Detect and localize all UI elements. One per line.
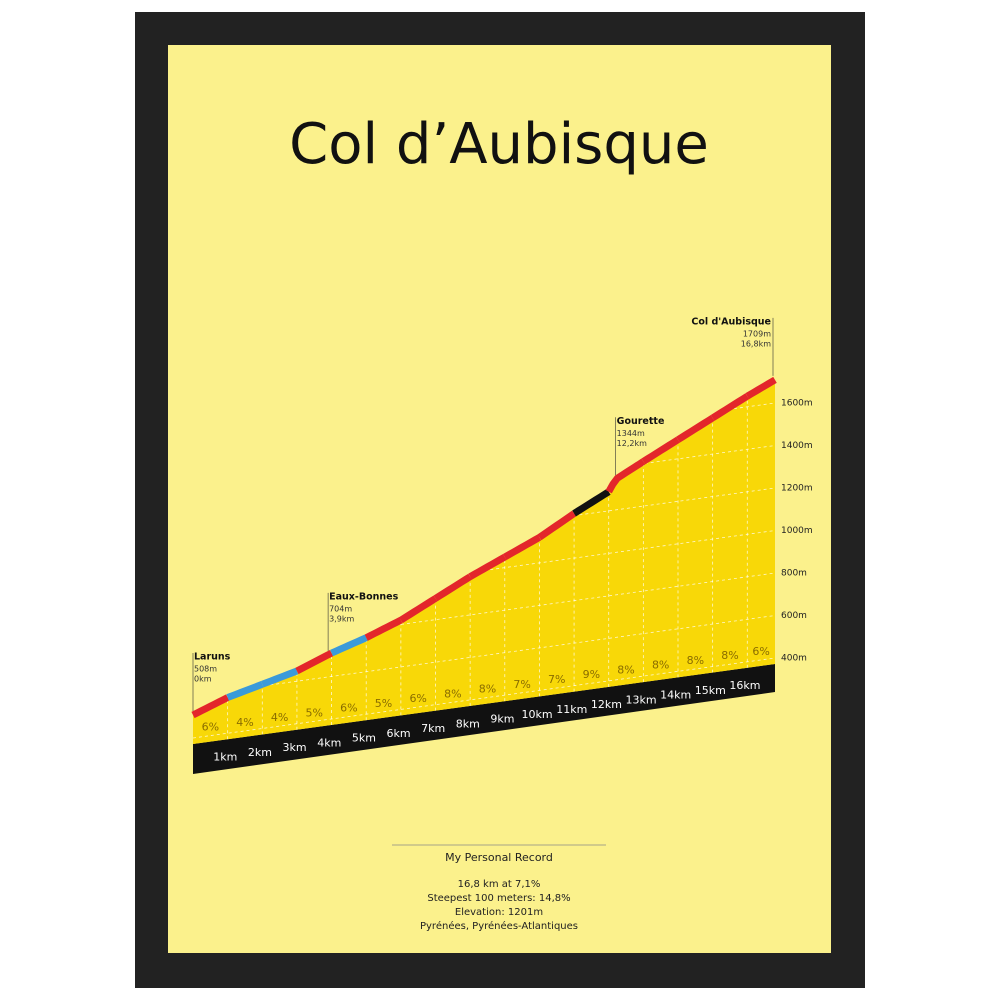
road-segment [745, 376, 777, 400]
footer-line: Elevation: 1201m [455, 907, 543, 918]
gradient-label: 6% [202, 721, 219, 734]
road-segment [330, 634, 368, 657]
y-tick-label: 400m [781, 654, 807, 664]
road-segment [191, 694, 230, 719]
x-tick-label: 10km [522, 708, 553, 721]
road-segment [537, 510, 577, 541]
y-tick-label: 1600m [781, 399, 813, 409]
road-segment [676, 414, 715, 443]
x-tick-label: 11km [556, 703, 587, 716]
x-tick-label: 1km [213, 751, 237, 764]
gradient-label: 4% [236, 716, 253, 729]
x-tick-label: 14km [660, 689, 691, 702]
gradient-label: 9% [583, 668, 600, 681]
footer-line: Steepest 100 meters: 14,8% [427, 893, 570, 904]
x-tick-label: 7km [421, 722, 445, 735]
road-segment [398, 595, 438, 624]
annotation-name: Col d'Aubisque [691, 316, 771, 327]
y-tick-label: 600m [781, 611, 807, 621]
road-segment [710, 393, 750, 421]
gradient-label: 8% [721, 649, 738, 662]
road-segment [261, 667, 299, 688]
title: Col d’Aubisque [289, 112, 709, 177]
x-tick-label: 8km [456, 717, 480, 730]
grid-line-y [193, 657, 775, 739]
road-segment [433, 573, 473, 602]
x-tick-label: 4km [317, 736, 341, 749]
annotation-elevation: 1709m [743, 329, 771, 338]
annotation-name: Laruns [194, 652, 231, 663]
gradient-label: 8% [687, 654, 704, 667]
x-tick-label: 2km [248, 746, 272, 759]
footer-heading: My Personal Record [445, 851, 553, 864]
grid-line-y [193, 615, 775, 696]
gradient-label: 5% [306, 706, 323, 719]
annotation-distance: 3,9km [329, 614, 354, 623]
gradient-label: 8% [479, 683, 496, 696]
annotation-elevation: 508m [194, 665, 217, 674]
annotation-distance: 12,2km [617, 439, 647, 448]
x-tick-label: 9km [490, 713, 514, 726]
gradient-label: 6% [752, 645, 769, 658]
road-segment [468, 553, 507, 580]
footer-line: 16,8 km at 7,1% [458, 879, 541, 890]
annotation-name: Eaux-Bonnes [329, 591, 398, 602]
x-tick-label: 6km [386, 727, 410, 740]
x-tick-label: 12km [591, 698, 622, 711]
gradient-label: 5% [375, 697, 392, 710]
y-tick-label: 800m [781, 569, 807, 579]
gradient-label: 6% [409, 692, 426, 705]
gradient-label: 7% [548, 673, 565, 686]
footer-line: Pyrénées, Pyrénées-Atlantiques [420, 920, 578, 932]
road-segment [641, 436, 680, 465]
road-segment [572, 488, 611, 517]
x-tick-label: 15km [695, 684, 726, 697]
gradient-label: 8% [652, 659, 669, 672]
annotation-name: Gourette [617, 416, 665, 427]
annotation-elevation: 704m [329, 604, 352, 613]
road-segment [605, 458, 646, 494]
x-tick-label: 5km [352, 732, 376, 745]
gradient-label: 7% [513, 678, 530, 691]
road-segment [364, 617, 403, 641]
y-tick-label: 1000m [781, 526, 813, 536]
annotation-distance: 0km [194, 675, 212, 684]
x-tick-label: 13km [625, 693, 656, 706]
footer-lines: 16,8 km at 7,1% Steepest 100 meters: 14,8… [420, 879, 578, 932]
road-segment [226, 681, 264, 701]
y-tick-label: 1400m [781, 441, 813, 451]
gradient-label: 4% [271, 711, 288, 724]
gradient-label: 8% [444, 687, 461, 700]
annotation-distance: 16,8km [741, 339, 771, 348]
x-tick-label: 16km [729, 679, 760, 692]
gradient-label: 8% [617, 663, 634, 676]
x-tick-label: 3km [283, 741, 307, 754]
y-tick-label: 1200m [781, 484, 813, 494]
road-segment [503, 534, 542, 561]
base-band [193, 664, 775, 774]
road-segment [295, 649, 334, 675]
annotation-elevation: 1344m [617, 429, 645, 438]
gradient-label: 6% [340, 702, 357, 715]
